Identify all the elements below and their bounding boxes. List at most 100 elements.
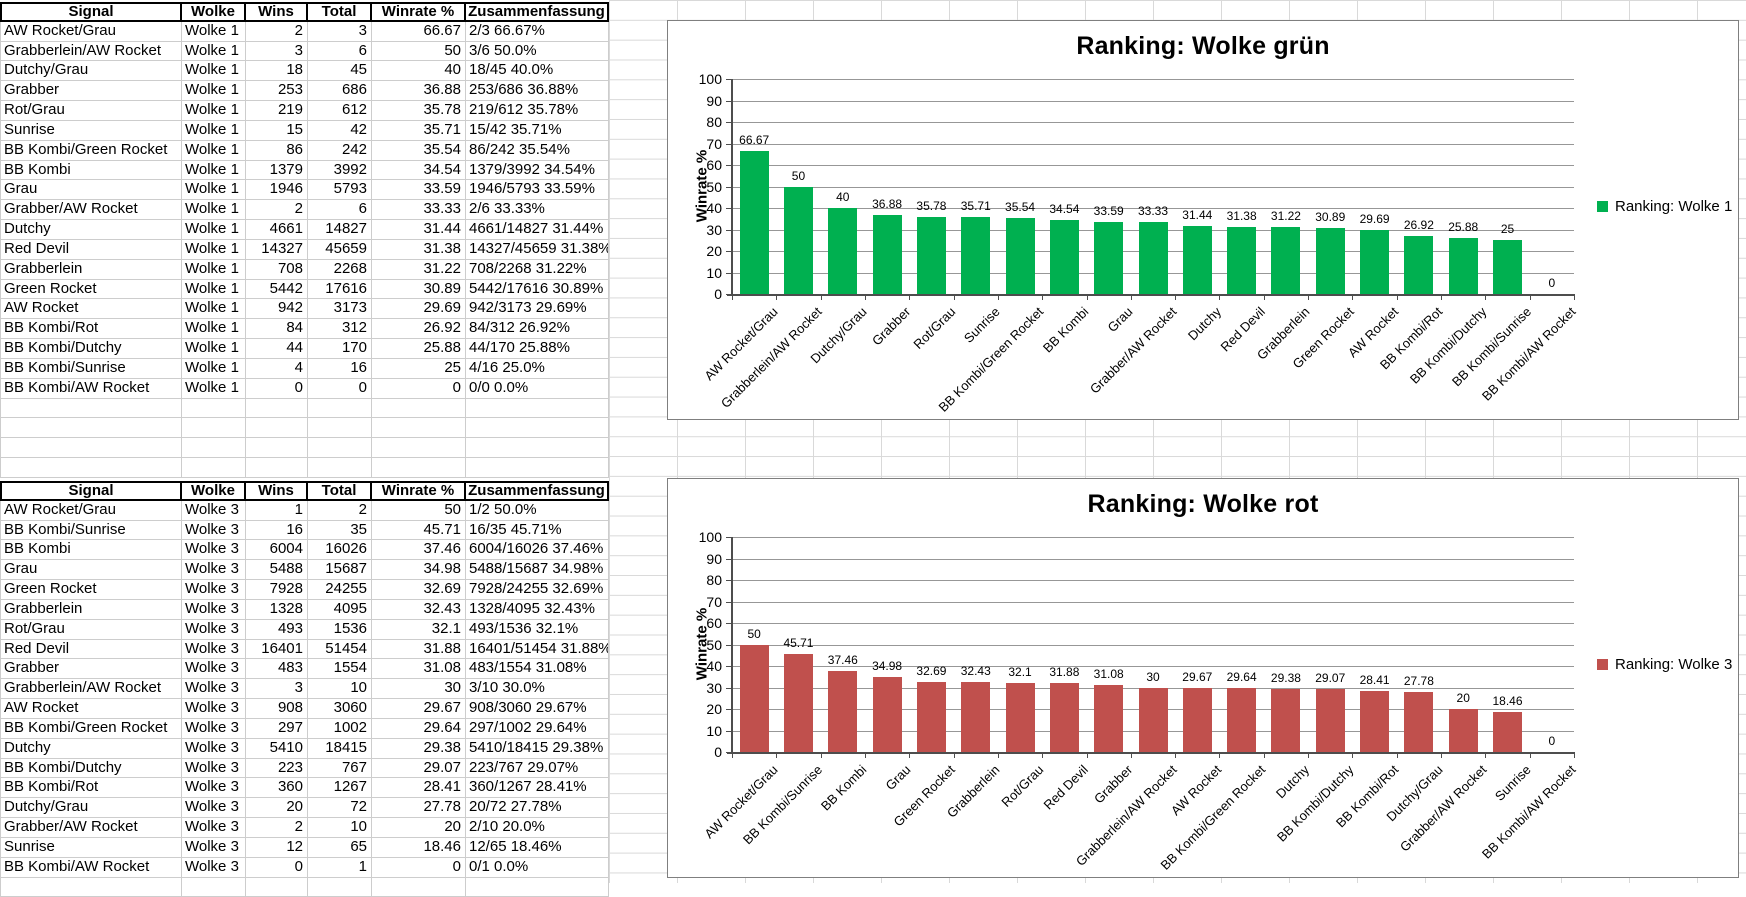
table-cell[interactable]: 3/10 30.0% — [466, 679, 609, 700]
table-cell[interactable]: 50 — [372, 500, 466, 521]
table-cell[interactable]: Dutchy/Grau — [0, 61, 182, 82]
table-cell[interactable]: Wolke 3 — [182, 560, 246, 581]
table-cell[interactable]: 16026 — [308, 540, 372, 561]
table-cell[interactable]: 18.46 — [372, 837, 466, 858]
table-cell[interactable]: 32.43 — [372, 599, 466, 620]
empty-cell[interactable] — [372, 458, 466, 478]
table-cell[interactable]: 483/1554 31.08% — [466, 659, 609, 680]
table-cell[interactable]: Red Devil — [0, 239, 182, 260]
table-cell[interactable]: Wolke 3 — [182, 778, 246, 799]
table-cell[interactable]: 37.46 — [372, 540, 466, 561]
header-cell-total[interactable]: Total — [308, 2, 372, 22]
table-cell[interactable]: Wolke 3 — [182, 837, 246, 858]
table-cell[interactable]: Wolke 3 — [182, 500, 246, 521]
table-cell[interactable]: 3173 — [308, 299, 372, 320]
table-cell[interactable]: BB Kombi/AW Rocket — [0, 378, 182, 399]
empty-cell[interactable] — [372, 398, 466, 419]
table-cell[interactable]: BB Kombi/AW Rocket — [0, 857, 182, 878]
table-cell[interactable]: 16/35 45.71% — [466, 520, 609, 541]
table-cell[interactable]: 1328/4095 32.43% — [466, 599, 609, 620]
table-cell[interactable]: 297/1002 29.64% — [466, 718, 609, 739]
table-cell[interactable]: 4/16 25.0% — [466, 358, 609, 379]
table-cell[interactable]: 0 — [246, 857, 308, 878]
table-cell[interactable]: BB Kombi — [0, 160, 182, 181]
table-cell[interactable]: 6004 — [246, 540, 308, 561]
table-cell[interactable]: 31.88 — [372, 639, 466, 660]
table-cell[interactable]: 35.71 — [372, 120, 466, 141]
header-cell-total[interactable]: Total — [308, 481, 372, 501]
table-cell[interactable]: 15687 — [308, 560, 372, 581]
table-cell[interactable]: 942 — [246, 299, 308, 320]
table-cell[interactable]: 5793 — [308, 180, 372, 201]
empty-cell[interactable] — [246, 418, 308, 439]
header-cell-winrate-[interactable]: Winrate % — [372, 481, 466, 501]
table-cell[interactable]: 1267 — [308, 778, 372, 799]
table-cell[interactable]: Wolke 3 — [182, 540, 246, 561]
table-cell[interactable]: 31.38 — [372, 239, 466, 260]
empty-cell[interactable] — [182, 438, 246, 459]
table-cell[interactable]: 708 — [246, 259, 308, 280]
table-cell[interactable]: 29.64 — [372, 718, 466, 739]
table-cell[interactable]: Dutchy — [0, 220, 182, 240]
table-cell[interactable]: 17616 — [308, 279, 372, 300]
table-cell[interactable]: Wolke 3 — [182, 798, 246, 819]
table-cell[interactable]: 4095 — [308, 599, 372, 620]
table-cell[interactable]: 493 — [246, 619, 308, 640]
table-cell[interactable]: Grabberlein/AW Rocket — [0, 679, 182, 700]
empty-cell[interactable] — [466, 418, 609, 439]
table-cell[interactable]: 3 — [308, 21, 372, 42]
table-cell[interactable]: 223 — [246, 758, 308, 779]
header-cell-signal[interactable]: Signal — [0, 481, 182, 501]
table-cell[interactable]: 20/72 27.78% — [466, 798, 609, 819]
table-cell[interactable]: 44 — [246, 339, 308, 359]
table-cell[interactable]: BB Kombi/Green Rocket — [0, 140, 182, 161]
empty-cell[interactable] — [466, 398, 609, 419]
table-cell[interactable]: 6 — [308, 200, 372, 221]
empty-cell[interactable] — [0, 438, 182, 459]
table-cell[interactable]: 35.54 — [372, 140, 466, 161]
table-cell[interactable]: 4661/14827 31.44% — [466, 220, 609, 240]
table-cell[interactable]: 14327/45659 31.38% — [466, 239, 609, 260]
table-cell[interactable]: 2/3 66.67% — [466, 21, 609, 42]
table-cell[interactable]: 29.69 — [372, 299, 466, 320]
table-cell[interactable]: AW Rocket/Grau — [0, 21, 182, 42]
table-cell[interactable]: 1 — [308, 857, 372, 878]
table-cell[interactable]: 3 — [246, 41, 308, 62]
table-cell[interactable]: 18 — [246, 61, 308, 82]
table-cell[interactable]: Wolke 3 — [182, 580, 246, 600]
table-cell[interactable]: Green Rocket — [0, 580, 182, 600]
table-cell[interactable]: 34.98 — [372, 560, 466, 581]
table-cell[interactable]: 16401/51454 31.88% — [466, 639, 609, 660]
table-cell[interactable]: Grabber — [0, 81, 182, 102]
table-cell[interactable]: Wolke 3 — [182, 639, 246, 660]
table-cell[interactable]: Wolke 3 — [182, 520, 246, 541]
table-cell[interactable]: 16 — [246, 520, 308, 541]
table-cell[interactable]: 14827 — [308, 220, 372, 240]
table-cell[interactable]: 51454 — [308, 639, 372, 660]
table-cell[interactable]: BB Kombi/Sunrise — [0, 520, 182, 541]
table-cell[interactable]: Wolke 1 — [182, 140, 246, 161]
table-cell[interactable]: 483 — [246, 659, 308, 680]
table-cell[interactable]: 5488 — [246, 560, 308, 581]
table-cell[interactable]: Wolke 3 — [182, 599, 246, 620]
table-cell[interactable]: Grabber — [0, 659, 182, 680]
table-cell[interactable]: 170 — [308, 339, 372, 359]
table-cell[interactable]: 7928 — [246, 580, 308, 600]
table-cell[interactable]: Grau — [0, 180, 182, 201]
table-cell[interactable]: Wolke 1 — [182, 101, 246, 121]
table-cell[interactable]: Wolke 3 — [182, 818, 246, 838]
table-cell[interactable]: Wolke 3 — [182, 738, 246, 759]
table-cell[interactable]: 31.22 — [372, 259, 466, 280]
table-cell[interactable]: BB Kombi/Rot — [0, 319, 182, 340]
table-cell[interactable]: 253 — [246, 81, 308, 102]
empty-cell[interactable] — [182, 398, 246, 419]
table-cell[interactable]: Grabber/AW Rocket — [0, 818, 182, 838]
table-cell[interactable]: 45.71 — [372, 520, 466, 541]
table-cell[interactable]: 35.78 — [372, 101, 466, 121]
table-cell[interactable]: 44/170 25.88% — [466, 339, 609, 359]
table-cell[interactable]: Wolke 1 — [182, 81, 246, 102]
table-cell[interactable]: Wolke 1 — [182, 180, 246, 201]
table-cell[interactable]: 12/65 18.46% — [466, 837, 609, 858]
table-cell[interactable]: 30.89 — [372, 279, 466, 300]
table-cell[interactable]: 86/242 35.54% — [466, 140, 609, 161]
